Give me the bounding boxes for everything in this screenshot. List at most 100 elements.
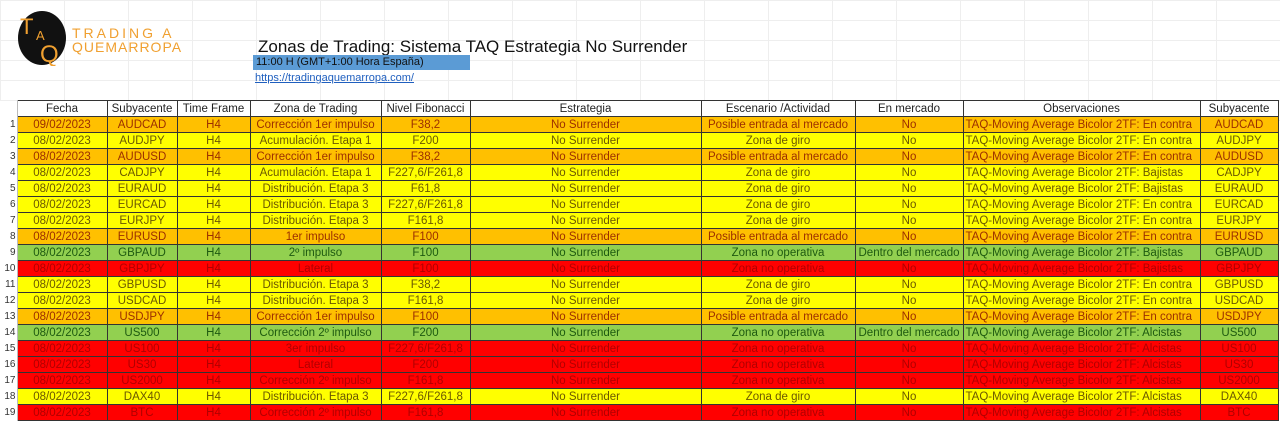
cell-zona-de-trading[interactable]: Corrección 2º impulso <box>249 324 382 341</box>
cell-observaciones[interactable]: TAQ-Moving Average Bicolor 2TF: En contr… <box>962 212 1201 229</box>
cell-en-mercado[interactable]: No <box>854 132 964 149</box>
cell-time-frame[interactable]: H4 <box>176 388 251 405</box>
cell-escenario-actividad[interactable]: Zona no operativa <box>700 324 856 341</box>
cell-subyacente[interactable]: EURUSD <box>1199 228 1279 245</box>
cell-subyacente[interactable]: EURJPY <box>1199 212 1279 229</box>
cell-observaciones[interactable]: TAQ-Moving Average Bicolor 2TF: Alcistas <box>962 340 1201 357</box>
cell-escenario-actividad[interactable]: Zona no operativa <box>700 356 856 373</box>
cell-time-frame[interactable]: H4 <box>176 276 251 293</box>
cell-fecha[interactable]: 08/02/2023 <box>16 340 108 357</box>
cell-subyacente[interactable]: CADJPY <box>106 164 178 181</box>
cell-zona-de-trading[interactable]: Lateral <box>249 356 382 373</box>
cell-en-mercado[interactable]: No <box>854 404 964 421</box>
cell-estrategia[interactable]: No Surrender <box>469 276 702 293</box>
cell-en-mercado[interactable]: No <box>854 340 964 357</box>
cell-observaciones[interactable]: TAQ-Moving Average Bicolor 2TF: Bajistas <box>962 260 1201 277</box>
cell-subyacente[interactable]: AUDJPY <box>1199 132 1279 149</box>
cell-zona-de-trading[interactable]: Corrección 2º impulso <box>249 404 382 421</box>
cell-zona-de-trading[interactable]: Corrección 2º impulso <box>249 372 382 389</box>
cell-subyacente[interactable]: GBPAUD <box>1199 244 1279 261</box>
cell-time-frame[interactable]: H4 <box>176 372 251 389</box>
cell-nivel-fibonacci[interactable]: F227,6/F261,8 <box>380 196 471 213</box>
cell-zona-de-trading[interactable]: Distribución. Etapa 3 <box>249 212 382 229</box>
cell-time-frame[interactable]: H4 <box>176 404 251 421</box>
cell-en-mercado[interactable]: No <box>854 372 964 389</box>
cell-observaciones[interactable]: TAQ-Moving Average Bicolor 2TF: En contr… <box>962 148 1201 165</box>
cell-fecha[interactable]: 08/02/2023 <box>16 196 108 213</box>
cell-en-mercado[interactable]: No <box>854 196 964 213</box>
cell-zona-de-trading[interactable]: Distribución. Etapa 3 <box>249 292 382 309</box>
cell-nivel-fibonacci[interactable]: F161,8 <box>380 212 471 229</box>
cell-subyacente[interactable]: US500 <box>106 324 178 341</box>
row-number[interactable]: 2 <box>0 132 18 149</box>
cell-subyacente[interactable]: US100 <box>106 340 178 357</box>
cell-subyacente[interactable]: CADJPY <box>1199 164 1279 181</box>
cell-subyacente[interactable]: BTC <box>1199 404 1279 421</box>
column-header[interactable]: Subyacente <box>106 100 178 117</box>
row-number[interactable]: 7 <box>0 212 18 229</box>
column-header[interactable]: Zona de Trading <box>249 100 382 117</box>
cell-subyacente[interactable]: EURCAD <box>1199 196 1279 213</box>
column-header[interactable]: Escenario /Actividad <box>700 100 856 117</box>
cell-nivel-fibonacci[interactable]: F61,8 <box>380 180 471 197</box>
cell-zona-de-trading[interactable]: Distribución. Etapa 3 <box>249 180 382 197</box>
cell-estrategia[interactable]: No Surrender <box>469 244 702 261</box>
cell-time-frame[interactable]: H4 <box>176 180 251 197</box>
cell-en-mercado[interactable]: No <box>854 180 964 197</box>
cell-fecha[interactable]: 08/02/2023 <box>16 260 108 277</box>
cell-escenario-actividad[interactable]: Zona no operativa <box>700 372 856 389</box>
cell-observaciones[interactable]: TAQ-Moving Average Bicolor 2TF: En contr… <box>962 308 1201 325</box>
row-number[interactable]: 11 <box>0 276 18 293</box>
cell-time-frame[interactable]: H4 <box>176 228 251 245</box>
cell-nivel-fibonacci[interactable]: F100 <box>380 260 471 277</box>
cell-zona-de-trading[interactable]: 3er impulso <box>249 340 382 357</box>
cell-nivel-fibonacci[interactable]: F227,6/F261,8 <box>380 164 471 181</box>
cell-subyacente[interactable]: AUDJPY <box>106 132 178 149</box>
cell-nivel-fibonacci[interactable]: F161,8 <box>380 372 471 389</box>
cell-nivel-fibonacci[interactable]: F38,2 <box>380 116 471 133</box>
row-number[interactable]: 13 <box>0 308 18 325</box>
cell-observaciones[interactable]: TAQ-Moving Average Bicolor 2TF: En contr… <box>962 132 1201 149</box>
cell-nivel-fibonacci[interactable]: F38,2 <box>380 276 471 293</box>
cell-time-frame[interactable]: H4 <box>176 196 251 213</box>
cell-estrategia[interactable]: No Surrender <box>469 260 702 277</box>
cell-subyacente[interactable]: BTC <box>106 404 178 421</box>
cell-fecha[interactable]: 08/02/2023 <box>16 404 108 421</box>
cell-en-mercado[interactable]: No <box>854 276 964 293</box>
cell-estrategia[interactable]: No Surrender <box>469 116 702 133</box>
cell-fecha[interactable]: 08/02/2023 <box>16 292 108 309</box>
cell-fecha[interactable]: 08/02/2023 <box>16 276 108 293</box>
cell-nivel-fibonacci[interactable]: F38,2 <box>380 148 471 165</box>
column-header[interactable]: Estrategia <box>469 100 702 117</box>
cell-subyacente[interactable]: USDCAD <box>106 292 178 309</box>
cell-fecha[interactable]: 08/02/2023 <box>16 180 108 197</box>
cell-subyacente[interactable]: AUDUSD <box>106 148 178 165</box>
cell-observaciones[interactable]: TAQ-Moving Average Bicolor 2TF: Alcistas <box>962 372 1201 389</box>
cell-escenario-actividad[interactable]: Zona no operativa <box>700 244 856 261</box>
row-number[interactable]: 3 <box>0 148 18 165</box>
cell-subyacente[interactable]: AUDCAD <box>106 116 178 133</box>
cell-nivel-fibonacci[interactable]: F100 <box>380 228 471 245</box>
row-number[interactable]: 4 <box>0 164 18 181</box>
cell-subyacente[interactable]: EURJPY <box>106 212 178 229</box>
cell-fecha[interactable]: 08/02/2023 <box>16 372 108 389</box>
cell-en-mercado[interactable]: Dentro del mercado <box>854 244 964 261</box>
cell-en-mercado[interactable]: No <box>854 292 964 309</box>
cell-subyacente[interactable]: EURAUD <box>1199 180 1279 197</box>
cell-escenario-actividad[interactable]: Zona de giro <box>700 132 856 149</box>
cell-escenario-actividad[interactable]: Zona de giro <box>700 292 856 309</box>
cell-estrategia[interactable]: No Surrender <box>469 308 702 325</box>
cell-time-frame[interactable]: H4 <box>176 212 251 229</box>
cell-escenario-actividad[interactable]: Zona de giro <box>700 276 856 293</box>
cell-nivel-fibonacci[interactable]: F100 <box>380 308 471 325</box>
cell-time-frame[interactable]: H4 <box>176 244 251 261</box>
cell-zona-de-trading[interactable]: 1er impulso <box>249 228 382 245</box>
cell-en-mercado[interactable]: No <box>854 388 964 405</box>
cell-observaciones[interactable]: TAQ-Moving Average Bicolor 2TF: Alcistas <box>962 324 1201 341</box>
row-number[interactable]: 12 <box>0 292 18 309</box>
cell-subyacente[interactable]: GBPUSD <box>1199 276 1279 293</box>
cell-subyacente[interactable]: EURAUD <box>106 180 178 197</box>
cell-observaciones[interactable]: TAQ-Moving Average Bicolor 2TF: En contr… <box>962 276 1201 293</box>
cell-zona-de-trading[interactable]: 2º impulso <box>249 244 382 261</box>
cell-observaciones[interactable]: TAQ-Moving Average Bicolor 2TF: Alcistas <box>962 356 1201 373</box>
